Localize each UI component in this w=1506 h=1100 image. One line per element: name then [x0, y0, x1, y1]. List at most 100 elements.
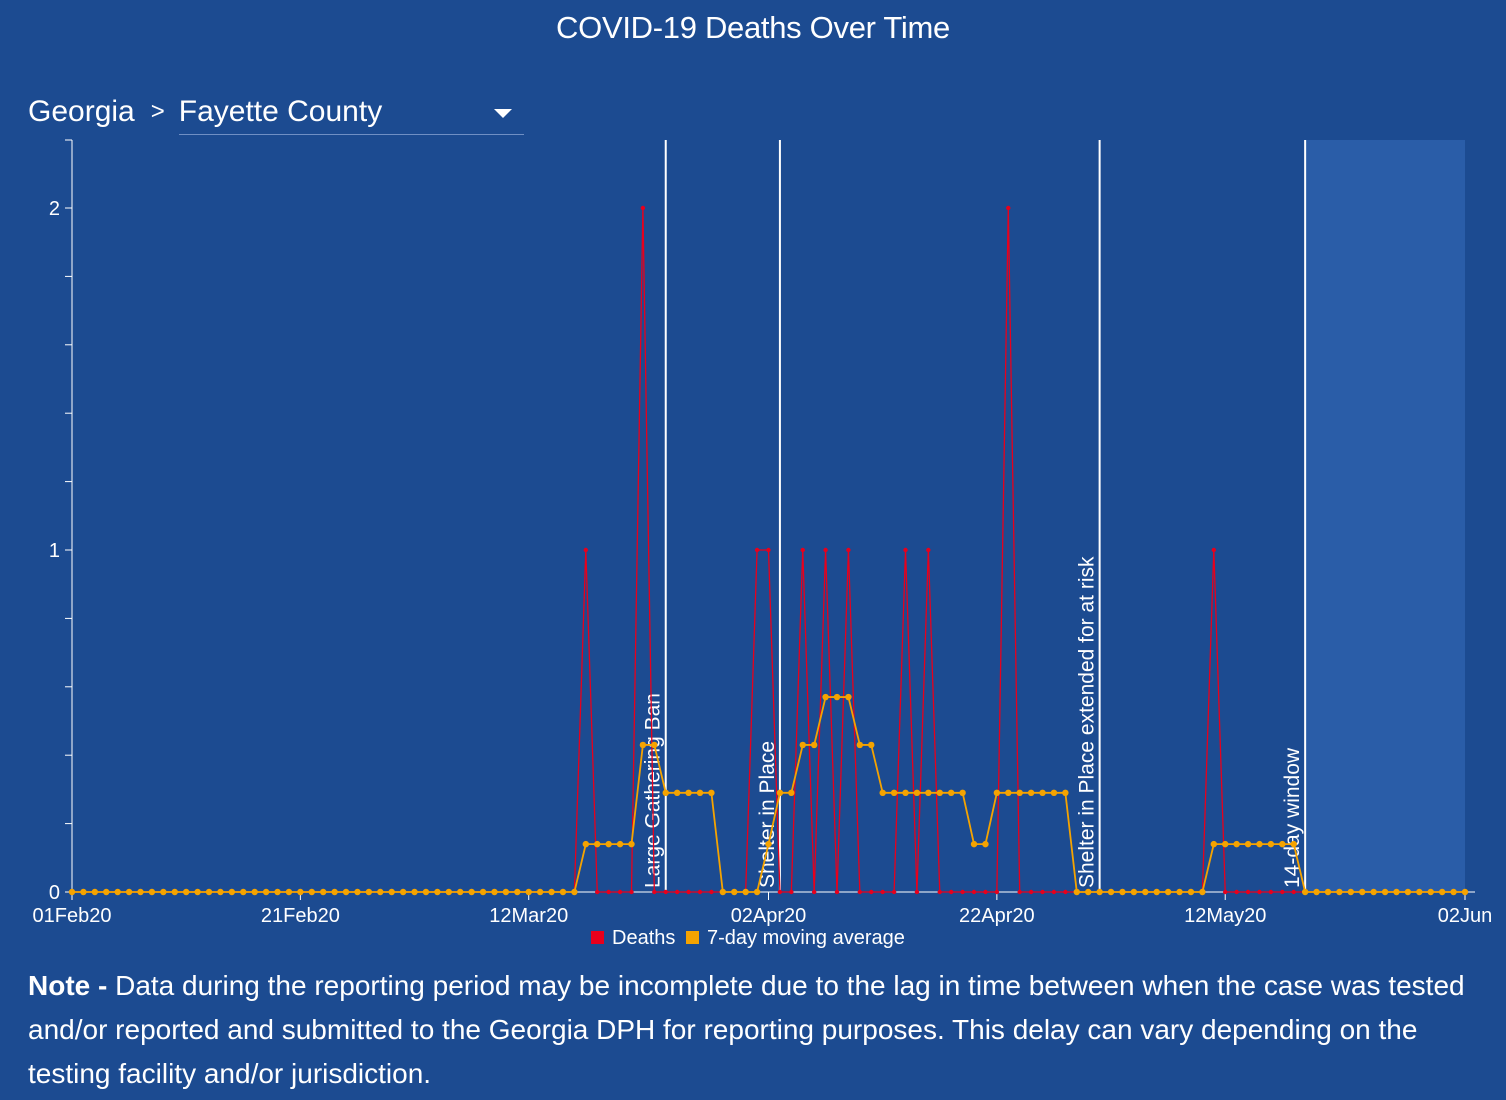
annotation-label: Shelter in Place extended for at risk	[1076, 556, 1099, 888]
breadcrumb-state[interactable]: Georgia	[28, 95, 135, 128]
deaths-point	[640, 205, 646, 211]
moving-average-point	[651, 741, 658, 749]
moving-average-point	[753, 888, 761, 896]
deaths-point	[914, 889, 920, 895]
county-select[interactable]: Fayette County	[178, 89, 524, 135]
moving-average-point	[1199, 888, 1206, 896]
moving-average-point	[262, 888, 270, 896]
deaths-point	[1280, 889, 1285, 895]
moving-average-point	[845, 693, 852, 701]
annotation-label: Shelter in Place	[756, 741, 779, 888]
moving-average-point	[993, 789, 1001, 797]
county-select-value: Fayette County	[178, 94, 383, 128]
deaths-point	[583, 547, 589, 553]
moving-average-point	[1210, 840, 1218, 848]
moving-average-point	[1153, 888, 1160, 896]
moving-average-point	[605, 840, 612, 848]
y-tick-label: 1	[49, 540, 60, 562]
moving-average-point	[1233, 840, 1240, 848]
deaths-point	[754, 547, 760, 553]
moving-average-point	[194, 888, 201, 896]
moving-average-point	[1438, 888, 1446, 896]
deaths-point	[766, 547, 771, 553]
moving-average-point	[240, 888, 247, 896]
moving-average-point	[1130, 888, 1138, 896]
moving-average-point	[822, 693, 829, 701]
moving-average-point	[970, 840, 978, 848]
moving-average-point	[810, 741, 818, 749]
moving-average-point	[457, 888, 464, 896]
moving-average-point	[1039, 789, 1046, 797]
moving-average-point	[445, 888, 452, 896]
moving-average-point	[708, 789, 715, 797]
moving-average-point	[1027, 789, 1035, 797]
moving-average-point	[80, 888, 87, 896]
deaths-point	[606, 889, 611, 895]
moving-average-point	[125, 888, 133, 896]
deaths-point	[709, 889, 714, 895]
deaths-point	[1234, 889, 1239, 895]
moving-average-point	[959, 789, 966, 797]
x-tick-label: 02Apr20	[731, 905, 807, 927]
deaths-point	[697, 889, 703, 895]
legend-label-deaths: Deaths	[612, 927, 675, 949]
moving-average-point	[1085, 888, 1092, 896]
moving-average-point	[285, 888, 293, 896]
moving-average-point	[696, 789, 704, 797]
moving-average-point	[685, 789, 692, 797]
chart-title: COVID-19 Deaths Over Time	[556, 10, 950, 45]
y-tick-label: 2	[49, 198, 60, 220]
moving-average-point	[719, 888, 727, 896]
deaths-point	[926, 547, 931, 553]
deaths-point	[960, 889, 965, 895]
moving-average-point	[1279, 840, 1286, 848]
deaths-point	[1028, 889, 1034, 895]
deaths-point	[1006, 205, 1011, 211]
x-tick-label: 01Feb20	[33, 905, 112, 927]
moving-average-point	[902, 789, 909, 797]
moving-average-point	[1096, 888, 1103, 896]
moving-average-point	[525, 888, 532, 896]
deaths-point	[1051, 889, 1057, 895]
legend-label-moving-average: 7-day moving average	[707, 927, 905, 949]
deaths-point	[823, 547, 828, 553]
deaths-point	[971, 889, 977, 895]
deaths-chart: 0 1 2 01Feb20 21Feb20 12Mar20 02Apr20 22Apr20 12…	[33, 139, 1493, 949]
moving-average-point	[1176, 888, 1183, 896]
moving-average-point	[1005, 789, 1012, 797]
moving-average-point	[114, 888, 121, 896]
legend-swatch-deaths	[591, 931, 604, 944]
deaths-point	[629, 889, 634, 895]
moving-average-point	[182, 888, 190, 896]
moving-average-point	[765, 840, 772, 848]
moving-average-point	[833, 693, 841, 701]
chevron-down-icon[interactable]	[493, 109, 512, 118]
deaths-point	[1245, 889, 1251, 895]
moving-average-point	[947, 789, 955, 797]
moving-average-point	[1393, 888, 1400, 896]
moving-average-point	[1164, 888, 1172, 896]
deaths-point	[937, 889, 942, 895]
deaths-point	[617, 889, 623, 895]
x-tick-label: 02Jun	[1438, 905, 1493, 927]
moving-average-point	[1461, 888, 1469, 896]
note-paragraph: Note - Data during the reporting period …	[28, 964, 1478, 1096]
moving-average-point	[639, 741, 647, 749]
deaths-point	[994, 889, 1000, 895]
deaths-point	[663, 889, 668, 895]
deaths-point	[686, 889, 691, 895]
moving-average-point	[776, 789, 784, 797]
deaths-point	[1223, 889, 1228, 895]
deaths-point	[880, 889, 885, 895]
moving-average-point	[571, 888, 578, 896]
moving-average-point	[925, 789, 932, 797]
moving-average-point	[1073, 888, 1080, 896]
deaths-point	[1257, 889, 1262, 895]
moving-average-point	[479, 888, 487, 896]
breadcrumb-separator: >	[150, 98, 165, 125]
moving-average-point	[1381, 888, 1389, 896]
moving-average-point	[1347, 888, 1355, 896]
moving-average-point	[1290, 840, 1297, 848]
legend-swatch-moving-average	[686, 931, 699, 944]
moving-average-point	[91, 888, 99, 896]
